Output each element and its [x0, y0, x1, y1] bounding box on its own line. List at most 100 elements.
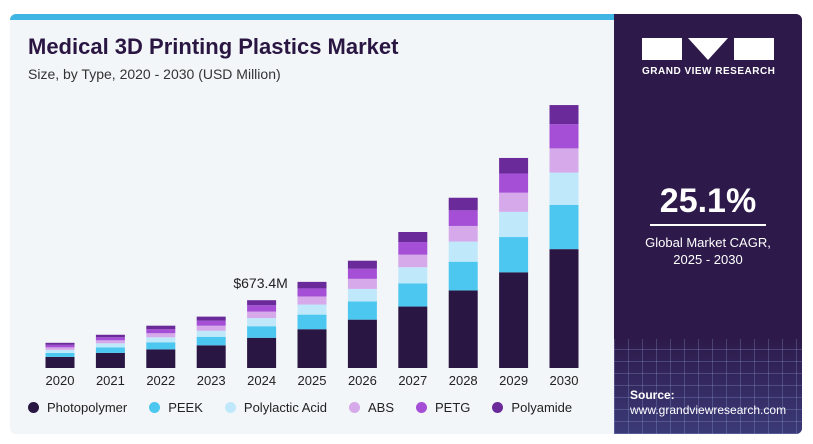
chart-legend: Photopolymer PEEK Polylactic Acid ABS PETG Po…	[28, 400, 572, 415]
cagr-label-line1: Global Market CAGR,	[645, 235, 771, 250]
bar-segment-2023-5	[196, 316, 226, 321]
bar-segment-2030-2	[549, 172, 579, 205]
bar-segment-2030-4	[549, 124, 579, 149]
legend-item: PEEK	[149, 400, 203, 415]
bar-segment-2025-4	[297, 288, 327, 297]
legend-swatch	[492, 402, 504, 413]
x-tick-label: 2021	[96, 373, 125, 388]
bar-segment-2027-1	[398, 283, 428, 307]
logo-shape-r	[734, 38, 774, 60]
legend-swatch	[149, 402, 161, 413]
source-label: Source:	[630, 388, 675, 402]
legend-item: PETG	[416, 400, 470, 415]
bar-segment-2026-2	[347, 288, 377, 302]
bar-segment-2024-1	[247, 326, 277, 338]
bar-segment-2026-0	[347, 319, 377, 368]
bar-segment-2022-2	[146, 337, 176, 343]
cagr-divider	[650, 224, 766, 226]
bar-segment-2029-1	[499, 237, 529, 273]
x-tick-label: 2020	[46, 373, 75, 388]
cagr-label: Global Market CAGR, 2025 - 2030	[614, 234, 802, 268]
bar-segment-2020-0	[45, 356, 75, 368]
bar-segment-2027-2	[398, 267, 428, 284]
bar-segment-2028-5	[448, 197, 478, 211]
cagr-label-line2: 2025 - 2030	[673, 252, 743, 267]
bar-segment-2027-5	[398, 232, 428, 243]
bar-segment-2022-4	[146, 329, 176, 334]
bar-segment-2020-1	[45, 352, 75, 357]
chart-subtitle: Size, by Type, 2020 - 2030 (USD Million)	[28, 66, 281, 82]
x-tick-label: 2029	[499, 373, 528, 388]
chart-panel: Medical 3D Printing Plastics Market Size…	[10, 14, 614, 434]
bar-segment-2027-0	[398, 306, 428, 368]
bar-segment-2029-5	[499, 157, 529, 174]
logo-shape-g	[642, 38, 682, 60]
bar-segment-2027-3	[398, 254, 428, 268]
bar-segment-2026-1	[347, 301, 377, 320]
bar-segment-2020-2	[45, 349, 75, 353]
legend-swatch	[224, 402, 236, 413]
source-note: Source: www.grandviewresearch.com	[630, 388, 786, 418]
bar-segment-2020-5	[45, 342, 75, 345]
legend-item: Polylactic Acid	[224, 400, 327, 415]
value-annotation: $673.4M	[233, 275, 287, 291]
legend-item: Polyamide	[492, 400, 572, 415]
bar-segment-2027-4	[398, 242, 428, 255]
bar-segment-2030-0	[549, 249, 579, 368]
legend-swatch	[349, 402, 360, 413]
bar-segment-2021-2	[95, 343, 125, 348]
bar-segment-2024-2	[247, 318, 277, 327]
bar-segment-2026-4	[347, 268, 377, 279]
x-tick-label: 2024	[247, 373, 276, 388]
x-tick-label: 2022	[146, 373, 175, 388]
bar-segment-2026-3	[347, 278, 377, 289]
bar-segment-2021-1	[95, 347, 125, 353]
decorative-grid	[614, 339, 802, 434]
legend-item: Photopolymer	[28, 400, 127, 415]
bar-segment-2023-3	[196, 325, 226, 331]
bar-segment-2028-0	[448, 290, 478, 368]
bar-segment-2021-3	[95, 340, 125, 344]
chart-card: Medical 3D Printing Plastics Market Size…	[10, 14, 802, 434]
legend-label: PETG	[435, 400, 471, 415]
legend-swatch	[416, 402, 428, 413]
bar-segment-2022-5	[146, 325, 176, 330]
x-tick-label: 2023	[197, 373, 226, 388]
bar-segment-2025-3	[297, 296, 327, 305]
legend-item: ABS	[349, 400, 394, 415]
bar-segment-2028-2	[448, 241, 478, 262]
bar-segment-2024-4	[247, 305, 277, 312]
bar-segment-2024-5	[247, 300, 277, 306]
bar-segment-2030-5	[549, 105, 579, 125]
legend-label: Polylactic Acid	[243, 400, 327, 415]
bar-segment-2030-1	[549, 204, 579, 250]
bar-segment-2025-5	[297, 281, 327, 289]
bar-segment-2023-1	[196, 336, 226, 346]
bar-segment-2023-0	[196, 345, 226, 368]
bar-segment-2028-1	[448, 261, 478, 291]
bar-segment-2022-0	[146, 349, 176, 368]
bar-segment-2026-5	[347, 260, 377, 269]
logo-shape-v	[688, 38, 728, 60]
bar-segment-2028-3	[448, 225, 478, 242]
legend-label: PEEK	[168, 400, 203, 415]
x-tick-label: 2030	[550, 373, 579, 388]
bar-segment-2023-2	[196, 330, 226, 337]
x-tick-label: 2025	[298, 373, 327, 388]
bar-segment-2021-4	[95, 337, 125, 341]
accent-bar	[10, 14, 614, 20]
bar-segment-2023-4	[196, 320, 226, 326]
brand-logo: GRAND VIEW RESEARCH	[642, 38, 792, 77]
logo-text: GRAND VIEW RESEARCH	[642, 66, 776, 77]
stacked-bar-chart: 2020 2021 2022 2023 2024 $673.4M 2025 2026 2027 2…	[45, 105, 579, 388]
legend-label: Photopolymer	[47, 400, 128, 415]
bar-segment-2029-0	[499, 272, 529, 368]
bar-segment-2022-3	[146, 333, 176, 338]
bar-segment-2020-3	[45, 347, 75, 350]
bar-segment-2025-0	[297, 329, 327, 368]
cagr-value: 25.1%	[659, 182, 757, 220]
bar-segment-2024-3	[247, 311, 277, 319]
x-tick-label: 2028	[449, 373, 478, 388]
legend-label: ABS	[368, 400, 395, 415]
source-url[interactable]: www.grandviewresearch.com	[630, 403, 787, 417]
